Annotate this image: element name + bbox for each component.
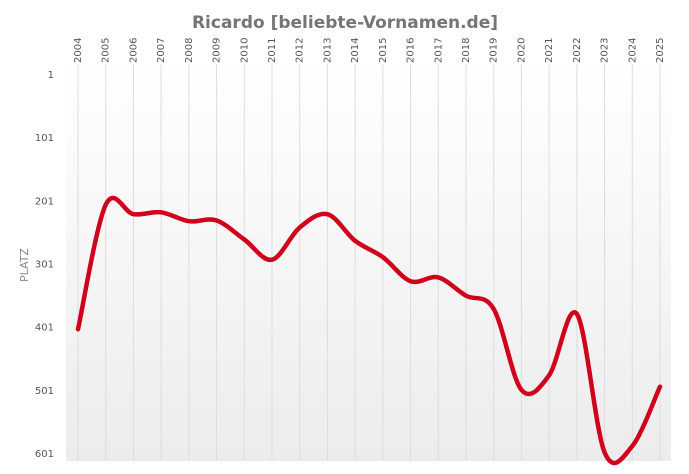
x-tick-label: 2020 (516, 38, 527, 63)
data-point (408, 279, 413, 284)
data-point (519, 387, 524, 392)
gridlines (77, 64, 661, 461)
x-tick-label: 2013 (322, 38, 333, 63)
x-tick-label: 2025 (655, 38, 666, 63)
y-tick-label: 501 (35, 386, 54, 397)
series-line (75, 195, 663, 466)
chart-title: Ricardo [beliebte-Vornamen.de] (192, 13, 498, 33)
series-layer (75, 195, 663, 466)
x-tick-label: 2006 (128, 38, 139, 63)
x-tick-label: 2021 (544, 38, 555, 63)
data-point (325, 212, 330, 217)
data-point (353, 238, 358, 243)
x-tick-label: 2024 (627, 38, 638, 63)
x-tick-label: 2005 (101, 38, 112, 63)
data-point (658, 384, 662, 389)
x-tick-label: 2018 (461, 38, 472, 63)
x-axis-ticks: 2004 2005 2006 2007 2008 2009 2010 2011 2012 2013… (73, 38, 666, 63)
y-tick-label: 601 (35, 449, 54, 460)
data-point (242, 237, 247, 242)
x-tick-label: 2016 (406, 38, 417, 63)
x-tick-label: 2022 (572, 38, 583, 63)
data-point (214, 218, 219, 223)
plot-background (66, 60, 671, 461)
x-tick-label: 2019 (489, 38, 500, 63)
data-point (103, 202, 108, 207)
y-tick-label: 101 (35, 133, 54, 144)
data-point (602, 450, 607, 455)
y-tick-label: 201 (35, 196, 54, 207)
y-axis-ticks: 1 101 201 301 401 501 601 (35, 70, 54, 460)
y-tick-label: 1 (48, 70, 54, 81)
data-point (186, 219, 191, 224)
y-axis-label: PLATZ (18, 248, 31, 282)
data-point (491, 306, 496, 311)
data-point (630, 444, 635, 449)
x-tick-label: 2015 (378, 38, 389, 63)
x-tick-label: 2014 (350, 38, 361, 63)
x-tick-label: 2011 (267, 38, 278, 63)
data-point (436, 275, 441, 280)
data-point (270, 257, 274, 262)
data-point (131, 212, 136, 217)
data-point (574, 312, 579, 317)
y-tick-label: 401 (35, 323, 54, 334)
x-tick-label: 2004 (73, 38, 84, 63)
x-tick-label: 2017 (433, 38, 444, 63)
x-tick-label: 2009 (212, 38, 223, 63)
x-tick-label: 2007 (156, 38, 167, 63)
data-point (464, 293, 468, 298)
x-tick-label: 2012 (295, 38, 306, 63)
y-tick-label: 301 (35, 260, 54, 271)
x-tick-label: 2008 (184, 38, 195, 63)
x-tick-label: 2010 (239, 38, 250, 63)
data-point (547, 373, 552, 378)
data-point (76, 327, 80, 332)
data-point (297, 225, 302, 230)
x-tick-label: 2023 (600, 38, 611, 63)
data-point (380, 255, 385, 260)
data-point (159, 210, 164, 215)
